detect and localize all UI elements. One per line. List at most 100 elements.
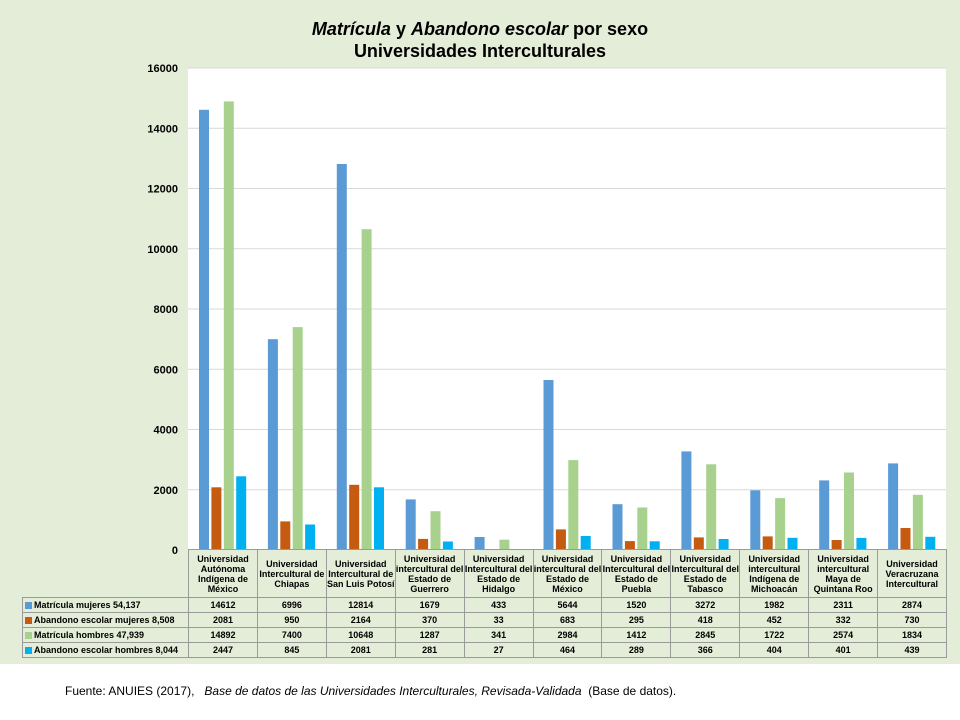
bar (223, 101, 234, 551)
chart-title: Matrícula y Abandono escolar por sexo Un… (0, 18, 960, 62)
bar (718, 539, 729, 550)
legend-entry: Abandono escolar mujeres 8,508 (22, 612, 189, 628)
table-row: Matrícula hombres 47,939 14892 7400 10648 12… (22, 627, 947, 643)
bar (624, 541, 635, 550)
data-label: 1834 (877, 627, 947, 643)
data-label: 3272 (670, 597, 741, 613)
data-label: 2311 (808, 597, 879, 613)
data-label: 2164 (325, 612, 396, 628)
data-label: 7400 (256, 627, 327, 643)
title-part-matricula: Matrícula (311, 19, 391, 39)
bar (280, 521, 291, 550)
bar (555, 529, 566, 550)
bar (844, 472, 854, 550)
data-label: 12814 (325, 597, 396, 613)
data-label: 730 (877, 612, 947, 628)
bar (267, 339, 278, 550)
data-label: 6996 (256, 597, 327, 613)
bar (361, 229, 372, 550)
y-tick-label: 16000 (147, 63, 178, 75)
title-part-y: y (395, 19, 406, 39)
bar (925, 536, 936, 550)
legend-label: Abandono escolar mujeres 8,508 (34, 614, 175, 625)
bar (374, 487, 384, 550)
bar (236, 476, 247, 550)
data-label: 439 (877, 642, 947, 658)
x-tick-label: Universidad Intercultural del Estado de … (463, 549, 534, 598)
bar (568, 460, 579, 550)
bar (856, 537, 867, 550)
x-tick-label: Universidad intercultural Indígena de Mi… (739, 549, 810, 598)
x-tick-label: Universidad intercultural del Estado de … (532, 549, 603, 598)
data-label: 404 (739, 642, 810, 658)
data-label: 281 (394, 642, 465, 658)
data-label: 418 (670, 612, 741, 628)
data-label: 5644 (532, 597, 603, 613)
data-label: 2447 (188, 642, 258, 658)
data-label: 1982 (739, 597, 810, 613)
bar (430, 511, 441, 550)
data-label: 33 (463, 612, 534, 628)
title-part-abandono: Abandono escolar (411, 19, 569, 39)
legend-swatch (25, 616, 32, 624)
data-label: 452 (739, 612, 810, 628)
data-label: 2574 (808, 627, 879, 643)
y-tick-label: 2000 (154, 485, 178, 497)
data-label: 2081 (325, 642, 396, 658)
y-tick-label: 4000 (154, 425, 178, 437)
y-tick-label: 10000 (147, 244, 178, 256)
data-label: 341 (463, 627, 534, 643)
data-label: 845 (256, 642, 327, 658)
source-title: Base de datos de las Universidades Inter… (204, 684, 582, 698)
data-label: 370 (394, 612, 465, 628)
data-table: Universidad Autónoma Indígena de México U… (22, 549, 947, 658)
data-label: 1722 (739, 627, 810, 643)
data-label: 2081 (188, 612, 258, 628)
bar (637, 507, 648, 550)
legend-swatch (25, 646, 32, 654)
data-label: 14612 (188, 597, 258, 613)
bar (292, 327, 303, 550)
bar (211, 487, 222, 550)
table-row: Matrícula mujeres 54,137 14612 6996 12814 16… (22, 597, 947, 613)
data-label: 464 (532, 642, 603, 658)
data-label: 1412 (601, 627, 672, 643)
table-row: Abandono escolar mujeres 8,508 2081 950 216… (22, 612, 947, 628)
data-label: 289 (601, 642, 672, 658)
bar (405, 499, 416, 550)
table-corner (22, 549, 189, 598)
data-label: 1287 (394, 627, 465, 643)
bar (199, 109, 209, 551)
data-label: 950 (256, 612, 327, 628)
bar (442, 541, 453, 550)
data-label: 10648 (325, 627, 396, 643)
bar (612, 504, 623, 550)
bar (888, 463, 899, 550)
legend-entry: Matrícula hombres 47,939 (22, 627, 189, 643)
bar (349, 484, 360, 550)
bar (750, 490, 761, 550)
bar (819, 480, 830, 550)
bar (831, 540, 842, 550)
bar (900, 528, 911, 550)
legend-swatch (25, 601, 32, 609)
title-part-por-sexo: por sexo (573, 19, 649, 39)
data-label: 683 (532, 612, 603, 628)
bar (499, 539, 510, 550)
source-prefix: Fuente: ANUIES (2017), (65, 684, 195, 698)
bar (775, 498, 786, 550)
x-tick-label: Universidad Autónoma Indígena de México (188, 549, 258, 598)
table-row: Abandono escolar hombres 8,044 2447 845 208… (22, 642, 947, 658)
legend-entry: Abandono escolar hombres 8,044 (22, 642, 189, 658)
data-label: 2845 (670, 627, 741, 643)
bar (787, 537, 798, 550)
y-tick-label: 8000 (154, 304, 178, 316)
data-label: 332 (808, 612, 879, 628)
x-tick-label: Universidad intercultural Maya de Quinta… (808, 549, 879, 598)
chart-subtitle: Universidades Interculturales (353, 41, 607, 61)
data-label: 295 (601, 612, 672, 628)
y-tick-label: 12000 (147, 184, 178, 196)
x-tick-label: Universidad Intercultural del Estado de … (670, 549, 741, 598)
y-tick-label: 14000 (147, 123, 178, 135)
